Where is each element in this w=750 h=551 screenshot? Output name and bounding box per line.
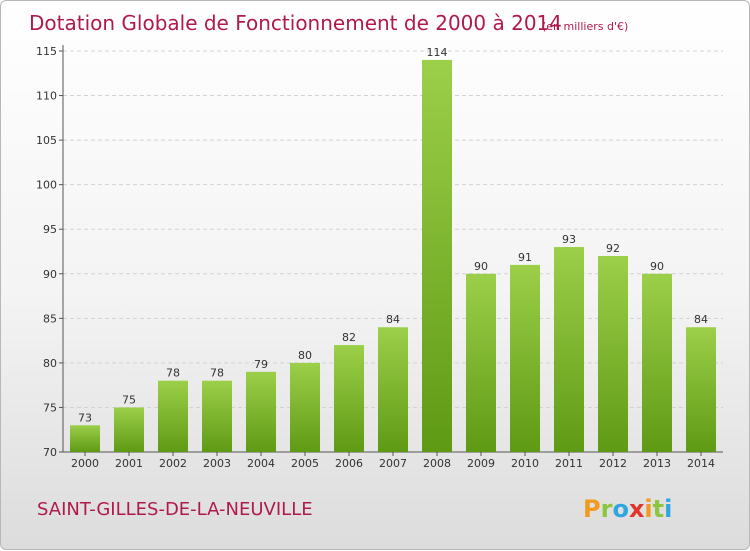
bar	[686, 327, 716, 452]
data-label: 80	[298, 349, 312, 362]
data-label: 90	[650, 260, 664, 273]
bar	[290, 362, 320, 452]
bar	[202, 380, 232, 452]
x-tick-label: 2010	[511, 457, 539, 470]
logo-letter: o	[612, 495, 629, 523]
y-tick-label: 80	[43, 357, 57, 370]
x-tick-label: 2012	[599, 457, 627, 470]
data-label: 93	[562, 233, 576, 246]
proxiti-logo: Proxiti	[583, 495, 672, 523]
logo-letter: P	[583, 495, 601, 523]
chart-unit-note: (en milliers d'€)	[542, 20, 628, 33]
y-tick-label: 70	[43, 446, 57, 459]
data-label: 114	[427, 46, 448, 59]
bar	[70, 425, 100, 452]
bar	[554, 247, 584, 452]
y-tick-label: 100	[36, 179, 57, 192]
bar	[466, 273, 496, 452]
y-tick-label: 95	[43, 223, 57, 236]
x-tick-label: 2000	[71, 457, 99, 470]
x-tick-label: 2005	[291, 457, 319, 470]
y-tick-label: 75	[43, 401, 57, 414]
logo-letter: t	[653, 495, 664, 523]
bar	[158, 380, 188, 452]
bar	[598, 255, 628, 452]
data-labels: 73 75 78 78 79 80 82 84 114 90 91 93 92 90 84	[78, 46, 708, 424]
y-tick-label: 115	[36, 45, 57, 58]
bars	[70, 59, 716, 453]
chart-title: Dotation Globale de Fonctionnement de 20…	[29, 11, 562, 35]
bar	[422, 59, 452, 453]
x-tick-label: 2003	[203, 457, 231, 470]
data-label: 84	[694, 313, 708, 326]
data-label: 90	[474, 260, 488, 273]
bar	[510, 264, 540, 452]
data-label: 78	[210, 367, 224, 380]
y-tick-labels: 70 75 80 85 90 95 100 105 110 115	[36, 45, 57, 459]
bar	[642, 273, 672, 452]
x-tick-label: 2014	[687, 457, 715, 470]
bar	[334, 345, 364, 452]
logo-letter: i	[644, 495, 652, 523]
x-tick-label: 2007	[379, 457, 407, 470]
data-label: 75	[122, 393, 136, 406]
logo-letter: i	[664, 495, 672, 523]
bar	[378, 327, 408, 452]
y-tick-label: 110	[36, 90, 57, 103]
x-tick-label: 2009	[467, 457, 495, 470]
data-label: 78	[166, 367, 180, 380]
commune-name: SAINT-GILLES-DE-LA-NEUVILLE	[37, 499, 313, 520]
x-tick-label: 2006	[335, 457, 363, 470]
bar	[246, 371, 276, 452]
data-label: 73	[78, 411, 92, 424]
x-tick-label: 2002	[159, 457, 187, 470]
x-tick-label: 2008	[423, 457, 451, 470]
y-tick-label: 90	[43, 268, 57, 281]
x-tick-label: 2013	[643, 457, 671, 470]
logo-letter: r	[601, 495, 613, 523]
x-tick-label: 2001	[115, 457, 143, 470]
logo-letter: x	[629, 495, 645, 523]
x-tick-labels: 2000 2001 2002 2003 2004 2005 2006 2007 2008 2009…	[71, 457, 715, 470]
data-label: 82	[342, 331, 356, 344]
y-tick-label: 105	[36, 134, 57, 147]
data-label: 84	[386, 313, 400, 326]
data-label: 79	[254, 358, 268, 371]
x-tick-label: 2011	[555, 457, 583, 470]
x-tick-label: 2004	[247, 457, 275, 470]
data-label: 92	[606, 242, 620, 255]
bar	[114, 407, 144, 452]
data-label: 91	[518, 251, 532, 264]
y-tick-label: 85	[43, 312, 57, 325]
